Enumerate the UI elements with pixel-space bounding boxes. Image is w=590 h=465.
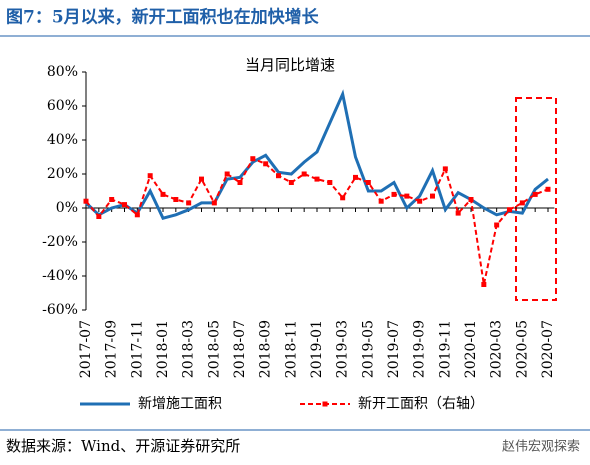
series-marker	[83, 198, 89, 204]
y-tick-label: 60%	[47, 98, 78, 114]
series-marker	[519, 200, 525, 206]
series-marker	[263, 161, 269, 167]
y-tick-label: 0%	[56, 200, 78, 216]
x-tick-label: 2018-11	[283, 320, 299, 378]
series-marker	[224, 171, 230, 177]
series-marker	[494, 222, 500, 228]
x-tick-label: 2018-05	[206, 320, 222, 378]
series-marker	[160, 191, 166, 197]
series-marker	[353, 174, 358, 180]
series-marker	[481, 282, 487, 287]
chart-title: 当月同比增速	[245, 56, 335, 74]
series-marker	[173, 197, 179, 202]
series-marker	[288, 180, 294, 185]
series-marker	[109, 197, 115, 202]
series-marker	[442, 166, 448, 172]
series-marker	[417, 198, 423, 204]
legend-marker	[322, 401, 328, 407]
series-marker	[365, 180, 371, 185]
series-marker	[250, 156, 256, 162]
series-line	[84, 89, 549, 220]
x-tick-label: 2019-09	[412, 320, 428, 378]
legend-label: 新开工面积（右轴）	[358, 396, 484, 412]
series-marker	[122, 202, 127, 208]
y-tick-label: -20%	[42, 234, 78, 250]
x-tick-label: 2020-01	[463, 320, 479, 378]
x-tick-label: 2018-07	[232, 320, 248, 378]
series-marker	[147, 173, 153, 179]
series-marker	[468, 197, 474, 202]
series-marker	[430, 193, 435, 199]
y-tick-label: 80%	[47, 64, 78, 80]
series-marker	[545, 186, 551, 192]
series-marker	[211, 200, 217, 206]
series-marker	[391, 191, 397, 197]
series-marker	[96, 214, 102, 219]
y-tick-label: 20%	[47, 166, 78, 182]
y-tick-label: -60%	[42, 302, 78, 318]
series-marker	[532, 191, 538, 197]
x-tick-label: 2017-07	[78, 320, 94, 378]
x-tick-label: 2019-03	[335, 320, 351, 378]
source-note: 数据来源：Wind、开源证券研究所	[6, 437, 240, 455]
x-tick-label: 2020-03	[489, 320, 505, 378]
x-tick-label: 2020-07	[540, 320, 556, 378]
x-tick-label: 2019-01	[309, 320, 325, 378]
series-marker	[340, 195, 346, 201]
x-tick-label: 2020-05	[514, 320, 530, 378]
series-marker	[134, 212, 140, 218]
series-marker	[378, 198, 384, 204]
series-marker	[276, 173, 281, 179]
series-marker	[199, 176, 204, 182]
watermark: 赵伟宏观探索	[502, 440, 580, 455]
series-marker	[507, 207, 512, 213]
series-marker	[314, 176, 320, 182]
series-marker	[237, 180, 243, 185]
series-marker	[404, 193, 410, 199]
series-marker	[186, 200, 192, 206]
highlight-box	[515, 97, 557, 301]
legend-label: 新增施工面积	[138, 396, 222, 412]
x-tick-label: 2017-11	[129, 320, 145, 378]
x-tick-label: 2017-09	[104, 320, 120, 378]
series-marker	[327, 180, 333, 185]
x-tick-label: 2018-03	[181, 320, 197, 378]
x-tick-label: 2019-05	[360, 320, 376, 378]
y-tick-label: 40%	[47, 132, 78, 148]
x-tick-label: 2019-07	[386, 320, 402, 378]
series-marker	[301, 171, 307, 177]
series-marker	[455, 210, 461, 216]
y-tick-label: -40%	[42, 268, 78, 284]
x-tick-label: 2018-01	[155, 320, 171, 378]
x-tick-label: 2018-09	[258, 320, 274, 378]
x-tick-label: 2019-11	[437, 320, 453, 378]
page-title: 图7：5月以来，新开工面积也在加快增长	[6, 7, 320, 28]
